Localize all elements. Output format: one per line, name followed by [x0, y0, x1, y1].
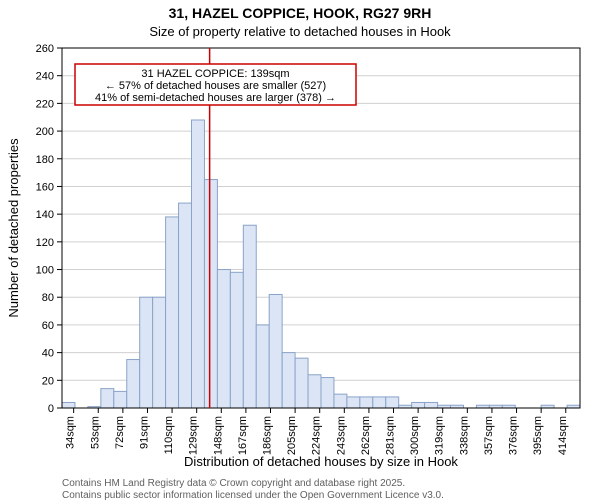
x-tick-label: 414sqm	[557, 416, 569, 455]
x-tick-label: 224sqm	[311, 416, 323, 455]
histogram-bar	[204, 180, 217, 408]
y-tick-label: 260	[36, 43, 54, 55]
y-tick-label: 120	[36, 237, 54, 249]
annotation-line1: 31 HAZEL COPPICE: 139sqm	[141, 68, 289, 80]
y-tick-label: 80	[42, 292, 54, 304]
histogram-bar	[282, 353, 295, 408]
x-axis-label: Distribution of detached houses by size …	[184, 454, 458, 469]
histogram-bar	[308, 375, 321, 408]
x-tick-label: 205sqm	[286, 416, 298, 455]
chart-container: 0 20 40 60 80 100 120 140 160 180 200 220 240 260 34sq…	[0, 0, 600, 500]
x-tick-label: 167sqm	[237, 416, 249, 455]
histogram-bar	[269, 294, 282, 408]
histogram-bar	[386, 397, 399, 408]
histogram-bar	[412, 402, 425, 408]
histogram-bar	[101, 389, 114, 408]
histogram-bar	[114, 391, 127, 408]
histogram-bar	[230, 272, 243, 408]
x-tick-label: 243sqm	[335, 416, 347, 455]
histogram-bar	[334, 394, 347, 408]
histogram-bar	[179, 203, 192, 408]
x-tick-label: 72sqm	[114, 416, 126, 449]
title-sub: Size of property relative to detached ho…	[149, 24, 451, 39]
annotation-line3: 41% of semi-detached houses are larger (…	[95, 92, 336, 104]
x-tick-label: 357sqm	[483, 416, 495, 455]
histogram-bar	[321, 378, 334, 408]
y-tick-label: 240	[36, 71, 54, 83]
y-tick-label: 200	[36, 126, 54, 138]
title-main: 31, HAZEL COPPICE, HOOK, RG27 9RH	[169, 5, 432, 21]
histogram-bar	[347, 397, 360, 408]
footer-line1: Contains HM Land Registry data © Crown c…	[62, 478, 405, 489]
x-tick-label: 319sqm	[434, 416, 446, 455]
histogram-bar	[140, 297, 153, 408]
x-tick-label: 338sqm	[458, 416, 470, 455]
histogram-bar	[166, 217, 179, 408]
histogram-bar	[217, 270, 230, 408]
y-tick-label: 160	[36, 181, 54, 193]
y-tick-label: 220	[36, 98, 54, 110]
x-tick-label: 262sqm	[360, 416, 372, 455]
histogram-bar	[360, 397, 373, 408]
y-tick-label: 60	[42, 320, 54, 332]
histogram-chart: 0 20 40 60 80 100 120 140 160 180 200 220 240 260 34sq…	[0, 0, 600, 500]
y-tick-label: 40	[42, 348, 54, 360]
x-tick-label: 34sqm	[65, 416, 77, 449]
histogram-bar	[373, 397, 386, 408]
histogram-bar	[127, 360, 140, 408]
histogram-bar	[295, 358, 308, 408]
histogram-bar	[62, 402, 75, 408]
x-tick-label: 395sqm	[532, 416, 544, 455]
y-axis-label: Number of detached properties	[6, 138, 21, 318]
x-tick-label: 148sqm	[212, 416, 224, 455]
y-tick-label: 100	[36, 265, 54, 277]
x-tick-label: 186sqm	[261, 416, 273, 455]
x-tick-label: 281sqm	[385, 416, 397, 455]
histogram-bar	[192, 120, 205, 408]
histogram-bar	[153, 297, 166, 408]
y-tick-label: 140	[36, 209, 54, 221]
x-tick-label: 53sqm	[89, 416, 101, 449]
y-tick-label: 20	[42, 375, 54, 387]
x-tick-label: 300sqm	[409, 416, 421, 455]
y-tick-label: 180	[36, 154, 54, 166]
annotation-line2: ← 57% of detached houses are smaller (52…	[105, 80, 326, 92]
x-tick-label: 129sqm	[188, 416, 200, 455]
x-tick-label: 91sqm	[138, 416, 150, 449]
footer-line2: Contains public sector information licen…	[62, 490, 444, 500]
x-tick-label: 376sqm	[508, 416, 520, 455]
histogram-bar	[425, 402, 438, 408]
y-tick-label: 0	[48, 403, 54, 415]
histogram-bar	[243, 225, 256, 408]
histogram-bar	[256, 325, 269, 408]
x-tick-label: 110sqm	[163, 416, 175, 454]
